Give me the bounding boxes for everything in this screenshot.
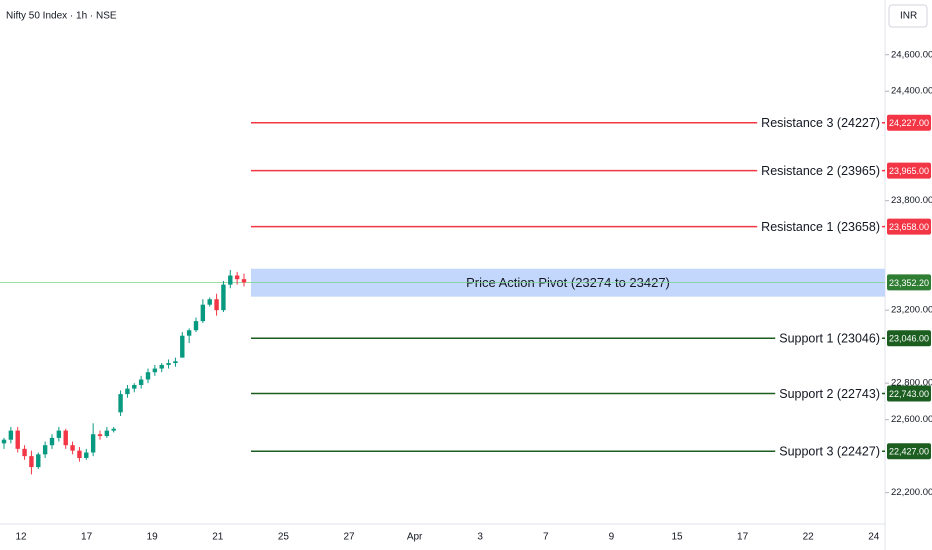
x-tick-label: 7	[543, 532, 549, 543]
x-tick-label: 22	[803, 532, 815, 543]
candle-body	[77, 450, 82, 458]
level-label-bg	[775, 384, 882, 403]
level-label-bg	[757, 161, 882, 180]
level-label: Resistance 1 (23658)	[761, 220, 880, 234]
level-price: 22,743.00	[889, 389, 929, 399]
x-tick-label: 17	[81, 532, 93, 543]
candle-body	[42, 445, 48, 455]
candle-body	[70, 445, 75, 451]
y-tick-label: 23,800.00	[891, 195, 932, 206]
candle-body	[56, 430, 62, 438]
candle-body	[104, 430, 110, 437]
candle-body	[214, 299, 219, 311]
candle-body	[159, 364, 164, 369]
level-price-box	[887, 114, 931, 131]
candle-body	[63, 430, 68, 446]
level-label: Support 1 (23046)	[779, 332, 880, 346]
x-tick-label: 24	[868, 532, 880, 543]
level-price-box	[887, 218, 931, 235]
level-label: Support 2 (22743)	[779, 387, 880, 401]
level-label-bg	[757, 113, 882, 132]
candle-body	[49, 437, 55, 446]
x-tick-label: 3	[477, 532, 483, 543]
level-price: 23,658.00	[889, 222, 929, 232]
x-tick-label: 21	[212, 532, 224, 543]
currency[interactable]: INR	[900, 11, 917, 22]
y-tick-label: 24,600.00	[891, 49, 932, 60]
level-price-box	[887, 385, 931, 402]
candle-body	[1, 439, 7, 444]
candle-body	[97, 434, 103, 437]
x-tick-label: Apr	[407, 532, 423, 543]
candle-body	[118, 394, 123, 413]
x-tick-label: 25	[278, 532, 290, 543]
candle-body	[180, 335, 185, 358]
candle-body	[221, 284, 226, 311]
level-label: Resistance 2 (23965)	[761, 164, 880, 178]
y-tick-label: 23,200.00	[891, 305, 932, 316]
candle-body	[166, 363, 171, 365]
x-tick-label: 17	[737, 532, 749, 543]
currency-box[interactable]	[888, 4, 928, 28]
level-price: 24,227.00	[889, 118, 929, 128]
level-price: 23,965.00	[889, 166, 929, 176]
x-tick-label: 9	[609, 532, 615, 543]
candle-body	[125, 388, 130, 395]
candle-body	[22, 448, 27, 457]
level-label-bg	[775, 442, 882, 461]
candle-body	[132, 384, 137, 389]
x-tick-label: 27	[343, 532, 355, 543]
chart-title: Nifty 50 Index · 1h · NSE	[6, 11, 117, 22]
candle-body	[29, 456, 34, 468]
candle-body	[138, 379, 144, 385]
level-price: 22,427.00	[889, 447, 929, 457]
candle-body	[228, 275, 233, 285]
level-price-box	[887, 443, 931, 460]
candle-body	[111, 428, 116, 431]
candle-body	[186, 330, 192, 336]
last-price-label: 23,352.20	[889, 278, 929, 288]
candle-body	[8, 430, 14, 440]
last-price-box	[887, 274, 931, 291]
x-tick-label: 15	[671, 532, 683, 543]
candle-body	[84, 452, 89, 458]
y-tick-label: 22,200.00	[891, 487, 932, 498]
y-tick-label: 22,600.00	[891, 414, 932, 425]
candle-body	[15, 430, 20, 449]
level-label-bg	[757, 217, 882, 236]
candle-body	[152, 368, 158, 373]
y-tick-label: 22,800.00	[891, 378, 932, 389]
candle-body	[145, 372, 151, 380]
candle-body	[234, 275, 240, 280]
x-tick-label: 12	[15, 532, 27, 543]
candle-body	[241, 279, 247, 283]
level-label-bg	[775, 329, 882, 348]
candle-body	[173, 361, 178, 364]
level-price-box	[887, 330, 931, 347]
candle-body	[200, 304, 206, 322]
level-price: 23,046.00	[889, 334, 929, 344]
candle-body	[207, 299, 212, 305]
level-price-box	[887, 162, 931, 179]
y-tick-label: 24,400.00	[891, 86, 932, 97]
candle-body	[90, 434, 96, 453]
level-label: Support 3 (22427)	[779, 445, 880, 459]
level-label: Resistance 3 (24227)	[761, 116, 880, 130]
x-tick-label: 19	[147, 532, 159, 543]
candle-body	[36, 454, 41, 468]
candle-body	[193, 321, 199, 331]
